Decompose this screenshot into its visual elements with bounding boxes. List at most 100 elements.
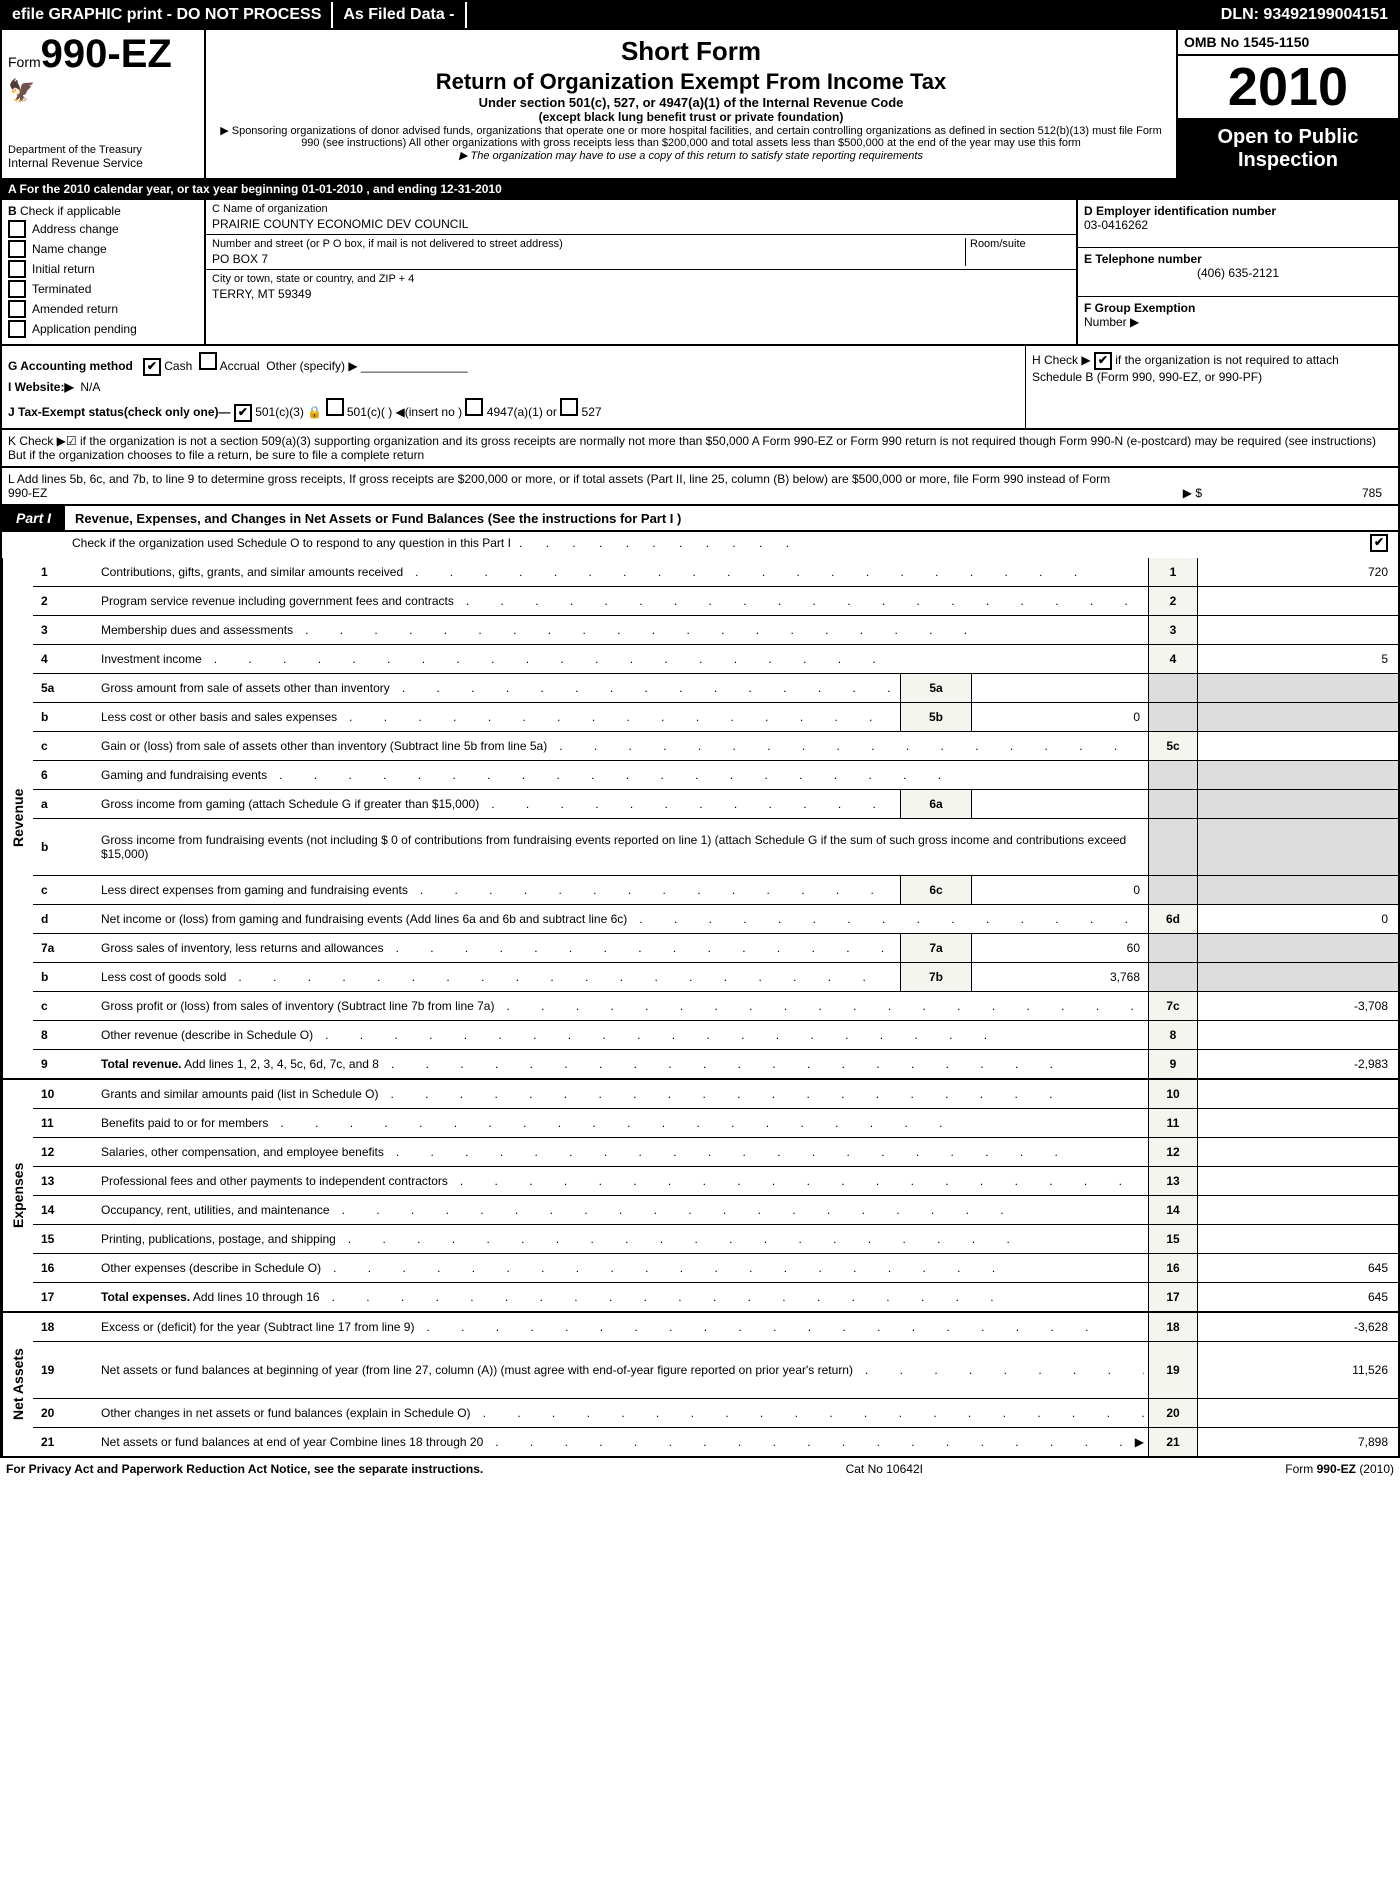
- right-num: 7c: [1148, 992, 1197, 1020]
- l-amt: 785: [1202, 486, 1392, 500]
- right-val: -3,628: [1197, 1313, 1398, 1341]
- revenue-rows: 1Contributions, gifts, grants, and simil…: [33, 558, 1398, 1078]
- right-val: [1197, 616, 1398, 644]
- b-checkbox[interactable]: [8, 280, 26, 298]
- b-check-line: Initial return: [8, 260, 198, 278]
- b-checkbox[interactable]: [8, 220, 26, 238]
- b-checkbox[interactable]: [8, 260, 26, 278]
- cash-checkbox[interactable]: ✔: [143, 358, 161, 376]
- block-b: B Check if applicable Address changeName…: [0, 200, 1400, 346]
- dots-fill: . . . . . . . . . . . . . . . . . . . .: [330, 1203, 1144, 1217]
- dots-fill: . . . . . . . . . . . . . . . . . . . .: [384, 941, 896, 955]
- dots-fill: . . . . . . . . . . . . . . . . . . . .: [293, 623, 1144, 637]
- street-val: PO BOX 7: [212, 252, 965, 266]
- form-subtitle: Under section 501(c), 527, or 4947(a)(1)…: [216, 95, 1166, 110]
- b-checkbox[interactable]: [8, 320, 26, 338]
- table-row: 10Grants and similar amounts paid (list …: [33, 1080, 1398, 1109]
- row-desc-text: Benefits paid to or for members: [101, 1116, 268, 1130]
- row-number: 21: [33, 1428, 97, 1456]
- b-check-text: Amended return: [32, 302, 118, 316]
- row-desc: Program service revenue including govern…: [97, 587, 1148, 615]
- right-num: [1148, 790, 1197, 818]
- table-row: 7aGross sales of inventory, less returns…: [33, 934, 1398, 963]
- b-checkbox[interactable]: [8, 300, 26, 318]
- city-val: TERRY, MT 59349: [212, 287, 1070, 301]
- right-val: [1197, 1138, 1398, 1166]
- dots-fill: . . . . . . . . . . . . . . . . . . . .: [471, 1406, 1144, 1420]
- row-desc-text: Investment income: [101, 652, 202, 666]
- right-val: 11,526: [1197, 1342, 1398, 1398]
- h-checkbox[interactable]: ✔: [1094, 352, 1112, 370]
- table-row: 20Other changes in net assets or fund ba…: [33, 1399, 1398, 1428]
- row-desc: Less cost or other basis and sales expen…: [97, 703, 900, 731]
- row-number: b: [33, 703, 97, 731]
- b-label: B: [8, 204, 17, 218]
- accrual-checkbox[interactable]: [199, 352, 217, 370]
- right-val: [1197, 703, 1398, 731]
- gij-left: G Accounting method ✔ Cash Accrual Other…: [2, 346, 1025, 428]
- arrow-icon: ▶: [1135, 1435, 1144, 1449]
- row-desc: Salaries, other compensation, and employ…: [97, 1138, 1148, 1166]
- right-val: [1197, 934, 1398, 962]
- j-501c3-checkbox[interactable]: ✔: [234, 404, 252, 422]
- j-501c-checkbox[interactable]: [326, 398, 344, 416]
- row-desc: Gross income from fundraising events (no…: [97, 819, 1148, 875]
- table-row: 14Occupancy, rent, utilities, and mainte…: [33, 1196, 1398, 1225]
- revenue-section: Revenue 1Contributions, gifts, grants, a…: [0, 558, 1400, 1080]
- b-right: D Employer identification number 03-0416…: [1076, 200, 1398, 344]
- form-paren: (except black lung benefit trust or priv…: [216, 110, 1166, 124]
- right-val: [1197, 1021, 1398, 1049]
- table-row: 8Other revenue (describe in Schedule O).…: [33, 1021, 1398, 1050]
- right-val: [1197, 876, 1398, 904]
- form-header: Form990-EZ 🦅 Department of the Treasury …: [0, 30, 1400, 180]
- table-row: 12Salaries, other compensation, and empl…: [33, 1138, 1398, 1167]
- row-number: 15: [33, 1225, 97, 1253]
- b-check-line: Terminated: [8, 280, 198, 298]
- dots-fill: . . . . . . . . . . . . . . . . . . . .: [1132, 840, 1144, 854]
- right-val: [1197, 790, 1398, 818]
- row-desc-text: Printing, publications, postage, and shi…: [101, 1232, 336, 1246]
- header-right: OMB No 1545-1150 2010 Open to Public Ins…: [1176, 30, 1398, 178]
- i-label: I Website:▶: [8, 380, 74, 394]
- row-desc: Gross amount from sale of assets other t…: [97, 674, 900, 702]
- table-row: bLess cost of goods sold. . . . . . . . …: [33, 963, 1398, 992]
- sub-num: 5b: [900, 703, 971, 731]
- dots-fill: . . . . . . . . . . . . . . . . . . . .: [494, 999, 1144, 1013]
- row-desc: Gain or (loss) from sale of assets other…: [97, 732, 1148, 760]
- row-desc: Contributions, gifts, grants, and simila…: [97, 558, 1148, 586]
- right-num: 21: [1148, 1428, 1197, 1456]
- k-block: K Check ▶☑ if the organization is not a …: [0, 430, 1400, 468]
- right-num: 20: [1148, 1399, 1197, 1427]
- b-checkbox[interactable]: [8, 240, 26, 258]
- f-label: F Group Exemption: [1084, 301, 1195, 315]
- expenses-side-label: Expenses: [2, 1080, 33, 1311]
- part1-sub: Check if the organization used Schedule …: [0, 532, 1400, 558]
- right-num: 1: [1148, 558, 1197, 586]
- j-527-checkbox[interactable]: [560, 398, 578, 416]
- b-check-line: Amended return: [8, 300, 198, 318]
- table-row: cLess direct expenses from gaming and fu…: [33, 876, 1398, 905]
- part1-sub-text: Check if the organization used Schedule …: [72, 536, 511, 550]
- row-desc-text: Gross income from gaming (attach Schedul…: [101, 797, 479, 811]
- dots-fill: . . . . . . . . . . . . . . . . . . . .: [226, 970, 896, 984]
- row-desc-text: Gain or (loss) from sale of assets other…: [101, 739, 547, 753]
- right-val: -3,708: [1197, 992, 1398, 1020]
- right-val: [1197, 732, 1398, 760]
- form-page: efile GRAPHIC print - DO NOT PROCESS As …: [0, 0, 1400, 1480]
- row-number: 14: [33, 1196, 97, 1224]
- l-text: L Add lines 5b, 6c, and 7b, to line 9 to…: [8, 472, 1122, 500]
- h-label: H Check ▶: [1032, 353, 1091, 367]
- row-desc-text: Gross sales of inventory, less returns a…: [101, 941, 384, 955]
- dots-fill: . . . . . . . . . . . . . . . . . . . .: [479, 797, 896, 811]
- dots-fill: . . . . . . . . . . . . . . . . . . . .: [414, 1320, 1144, 1334]
- row-number: 5a: [33, 674, 97, 702]
- right-val: [1197, 587, 1398, 615]
- j-4947-checkbox[interactable]: [465, 398, 483, 416]
- table-row: bLess cost or other basis and sales expe…: [33, 703, 1398, 732]
- part1-schedo-checkbox[interactable]: ✔: [1370, 534, 1388, 552]
- row-desc-text: Professional fees and other payments to …: [101, 1174, 448, 1188]
- right-num: 13: [1148, 1167, 1197, 1195]
- part1-title: Revenue, Expenses, and Changes in Net As…: [65, 507, 1398, 530]
- table-row: bGross income from fundraising events (n…: [33, 819, 1398, 876]
- row-desc: Net assets or fund balances at end of ye…: [97, 1428, 1148, 1456]
